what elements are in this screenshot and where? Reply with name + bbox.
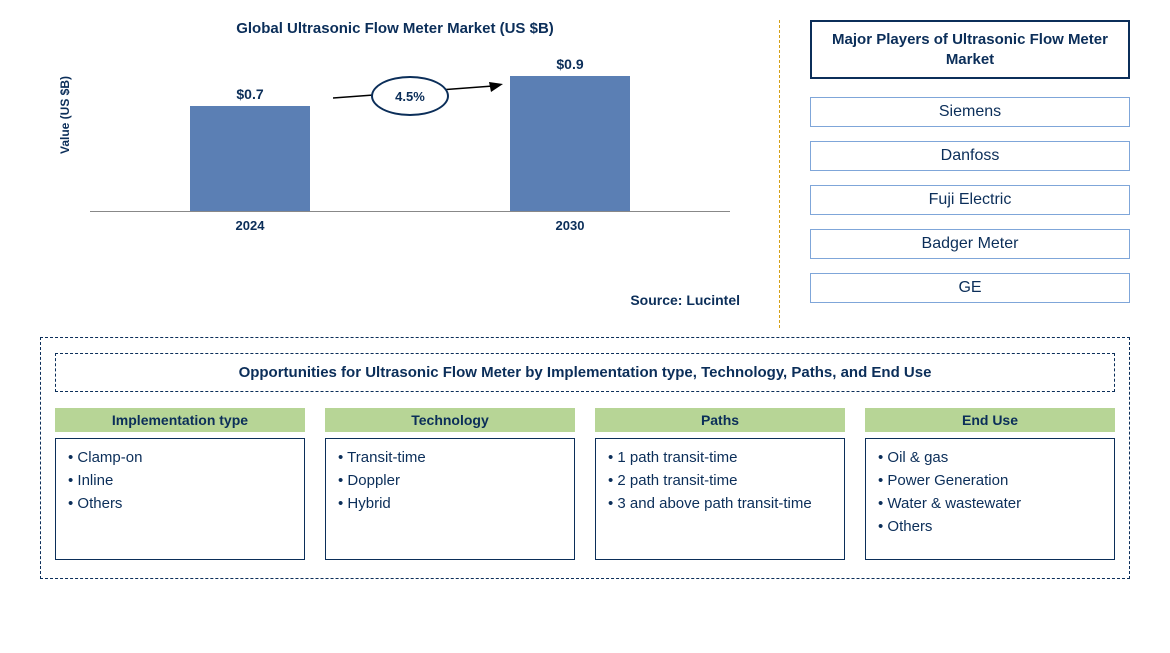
category-paths: Paths 1 path transit-time 2 path transit… <box>595 408 845 560</box>
opportunities-section: Opportunities for Ultrasonic Flow Meter … <box>40 337 1130 579</box>
category-body: 1 path transit-time 2 path transit-time … <box>595 438 845 560</box>
category-header: Technology <box>325 408 575 432</box>
category-body: Transit-time Doppler Hybrid <box>325 438 575 560</box>
chart-section: Global Ultrasonic Flow Meter Market (US … <box>40 20 780 308</box>
list-item: Transit-time <box>338 449 562 466</box>
list-item: Others <box>878 518 1102 535</box>
category-header: End Use <box>865 408 1115 432</box>
category-body: Oil & gas Power Generation Water & waste… <box>865 438 1115 560</box>
list-item: Others <box>68 495 292 512</box>
opportunities-title: Opportunities for Ultrasonic Flow Meter … <box>55 353 1115 392</box>
player-item: GE <box>810 273 1130 303</box>
list-item: Inline <box>68 472 292 489</box>
x-axis-labels: 2024 2030 <box>90 218 730 233</box>
list-item: 3 and above path transit-time <box>608 495 832 512</box>
chart-title: Global Ultrasonic Flow Meter Market (US … <box>40 20 750 37</box>
source-label: Source: Lucintel <box>40 292 750 308</box>
bar-2030: $0.9 <box>490 56 650 211</box>
category-enduse: End Use Oil & gas Power Generation Water… <box>865 408 1115 560</box>
player-item: Badger Meter <box>810 229 1130 259</box>
list-item: Clamp-on <box>68 449 292 466</box>
categories-row: Implementation type Clamp-on Inline Othe… <box>55 408 1115 560</box>
list-item: Oil & gas <box>878 449 1102 466</box>
list-item: 1 path transit-time <box>608 449 832 466</box>
player-item: Siemens <box>810 97 1130 127</box>
chart-ylabel: Value (US $B) <box>58 76 72 154</box>
bar-2024: $0.7 <box>170 86 330 211</box>
category-technology: Technology Transit-time Doppler Hybrid <box>325 408 575 560</box>
bar-rect <box>190 106 310 211</box>
player-item: Fuji Electric <box>810 185 1130 215</box>
x-label: 2030 <box>490 218 650 233</box>
bar-value-label: $0.9 <box>556 56 583 72</box>
top-row: Global Ultrasonic Flow Meter Market (US … <box>40 20 1130 317</box>
category-implementation: Implementation type Clamp-on Inline Othe… <box>55 408 305 560</box>
bar-rect <box>510 76 630 211</box>
chart-plot: 4.5% $0.7 $0.9 2024 2030 <box>90 62 730 252</box>
category-header: Paths <box>595 408 845 432</box>
list-item: Doppler <box>338 472 562 489</box>
players-title: Major Players of Ultrasonic Flow Meter M… <box>810 20 1130 79</box>
x-label: 2024 <box>170 218 330 233</box>
category-body: Clamp-on Inline Others <box>55 438 305 560</box>
bar-value-label: $0.7 <box>236 86 263 102</box>
list-item: Hybrid <box>338 495 562 512</box>
players-section: Major Players of Ultrasonic Flow Meter M… <box>800 20 1130 317</box>
player-item: Danfoss <box>810 141 1130 171</box>
growth-rate-bubble: 4.5% <box>371 76 449 116</box>
list-item: Power Generation <box>878 472 1102 489</box>
category-header: Implementation type <box>55 408 305 432</box>
list-item: Water & wastewater <box>878 495 1102 512</box>
list-item: 2 path transit-time <box>608 472 832 489</box>
